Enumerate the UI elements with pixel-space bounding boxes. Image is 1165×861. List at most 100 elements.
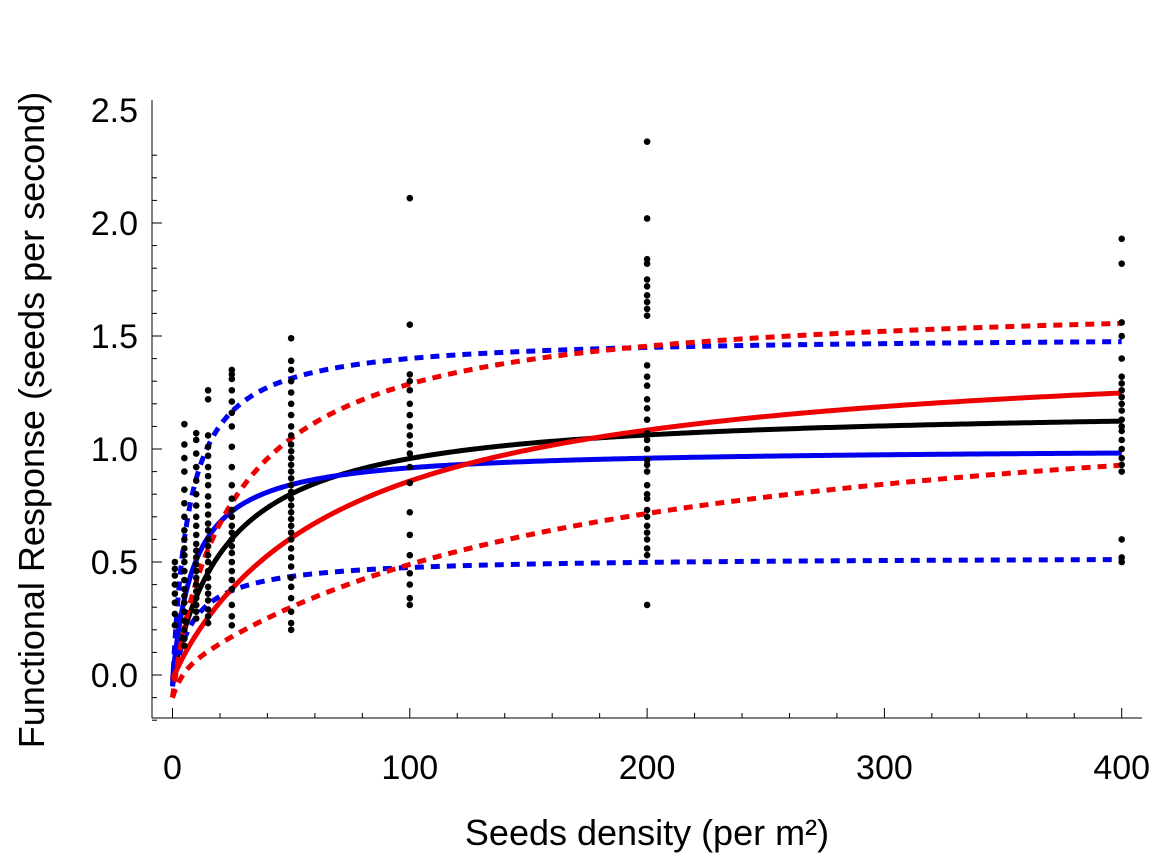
y-tick-label: 1.0	[91, 431, 138, 469]
data-point	[1118, 427, 1125, 435]
data-point	[171, 558, 179, 566]
data-points	[171, 138, 1125, 649]
data-point	[406, 432, 414, 439]
data-point	[643, 513, 651, 521]
data-point	[287, 357, 295, 365]
data-point	[192, 513, 200, 521]
data-point	[406, 594, 414, 602]
data-point	[204, 527, 212, 534]
data-point	[643, 481, 651, 489]
data-point	[1118, 393, 1125, 401]
data-point	[406, 531, 414, 539]
data-point	[643, 395, 651, 403]
data-point	[192, 429, 200, 437]
data-point	[228, 495, 236, 503]
data-point	[643, 276, 651, 283]
data-point	[406, 400, 414, 408]
data-point	[406, 450, 414, 457]
data-point	[192, 581, 200, 588]
data-point	[192, 554, 200, 561]
data-point	[204, 472, 212, 480]
x-tick-label: 200	[619, 749, 676, 787]
data-point	[643, 529, 651, 536]
data-point	[287, 377, 295, 385]
data-point	[181, 608, 188, 616]
data-point	[228, 558, 236, 566]
data-point	[181, 585, 188, 593]
data-point	[228, 375, 236, 383]
data-point	[204, 567, 212, 575]
data-point	[287, 554, 295, 561]
x-tick-label: 100	[381, 749, 438, 787]
data-point	[1118, 454, 1125, 462]
data-point	[643, 461, 651, 469]
data-point	[181, 551, 188, 559]
data-point	[406, 386, 414, 394]
data-point	[643, 445, 651, 453]
data-point	[287, 411, 295, 419]
data-point	[181, 536, 188, 543]
data-point	[204, 502, 212, 509]
data-point	[204, 520, 212, 527]
data-point	[171, 565, 179, 573]
data-point	[228, 567, 236, 575]
data-point	[1118, 400, 1125, 408]
data-point	[643, 457, 651, 464]
data-point	[287, 454, 295, 462]
data-point	[406, 463, 414, 471]
data-point	[192, 450, 200, 457]
data-point	[1118, 332, 1125, 340]
data-point	[1118, 416, 1125, 423]
data-point	[287, 515, 295, 523]
y-tick-label: 1.5	[91, 318, 138, 356]
data-point	[228, 601, 236, 609]
data-point	[643, 601, 651, 609]
data-point	[181, 441, 188, 448]
data-point	[643, 260, 651, 267]
x-axis-title: Seeds density (per m²)	[465, 812, 829, 853]
data-point	[192, 531, 200, 539]
data-point	[181, 576, 188, 584]
data-point	[1118, 235, 1125, 243]
data-point	[287, 468, 295, 475]
x-tick-label: 0	[163, 749, 182, 787]
data-point	[192, 522, 200, 530]
data-point	[643, 382, 651, 390]
data-point	[192, 594, 200, 602]
data-point	[287, 475, 295, 482]
data-point	[181, 486, 188, 493]
data-point	[192, 477, 200, 484]
data-point	[406, 570, 414, 577]
data-point	[1118, 319, 1125, 326]
data-point	[204, 443, 212, 451]
data-point	[643, 416, 651, 423]
data-point	[171, 610, 179, 618]
data-point	[228, 536, 236, 543]
data-point	[204, 551, 212, 559]
data-point	[643, 551, 651, 559]
data-point	[204, 574, 212, 582]
data-point	[204, 386, 212, 394]
data-point	[643, 468, 651, 475]
data-point	[287, 502, 295, 509]
data-point	[181, 592, 188, 600]
data-point	[192, 540, 200, 548]
data-point	[204, 463, 212, 471]
data-point	[181, 468, 188, 475]
data-point	[406, 581, 414, 588]
data-point	[1118, 260, 1125, 267]
data-point	[287, 400, 295, 408]
data-point	[181, 420, 188, 428]
data-point	[643, 255, 651, 263]
data-point	[192, 463, 200, 471]
data-point	[406, 441, 414, 448]
y-tick-label: 0.5	[91, 544, 138, 582]
dashed-blue-curve	[170, 557, 1122, 689]
data-point	[181, 567, 188, 575]
tick-labels: 0.0 0.5 1.0 1.5 2.0 2.5 0 100 200 300 400	[91, 92, 1150, 787]
data-point	[1118, 554, 1125, 561]
y-tick-label: 0.0	[91, 657, 138, 695]
data-point	[1118, 386, 1125, 394]
data-point	[228, 386, 236, 394]
